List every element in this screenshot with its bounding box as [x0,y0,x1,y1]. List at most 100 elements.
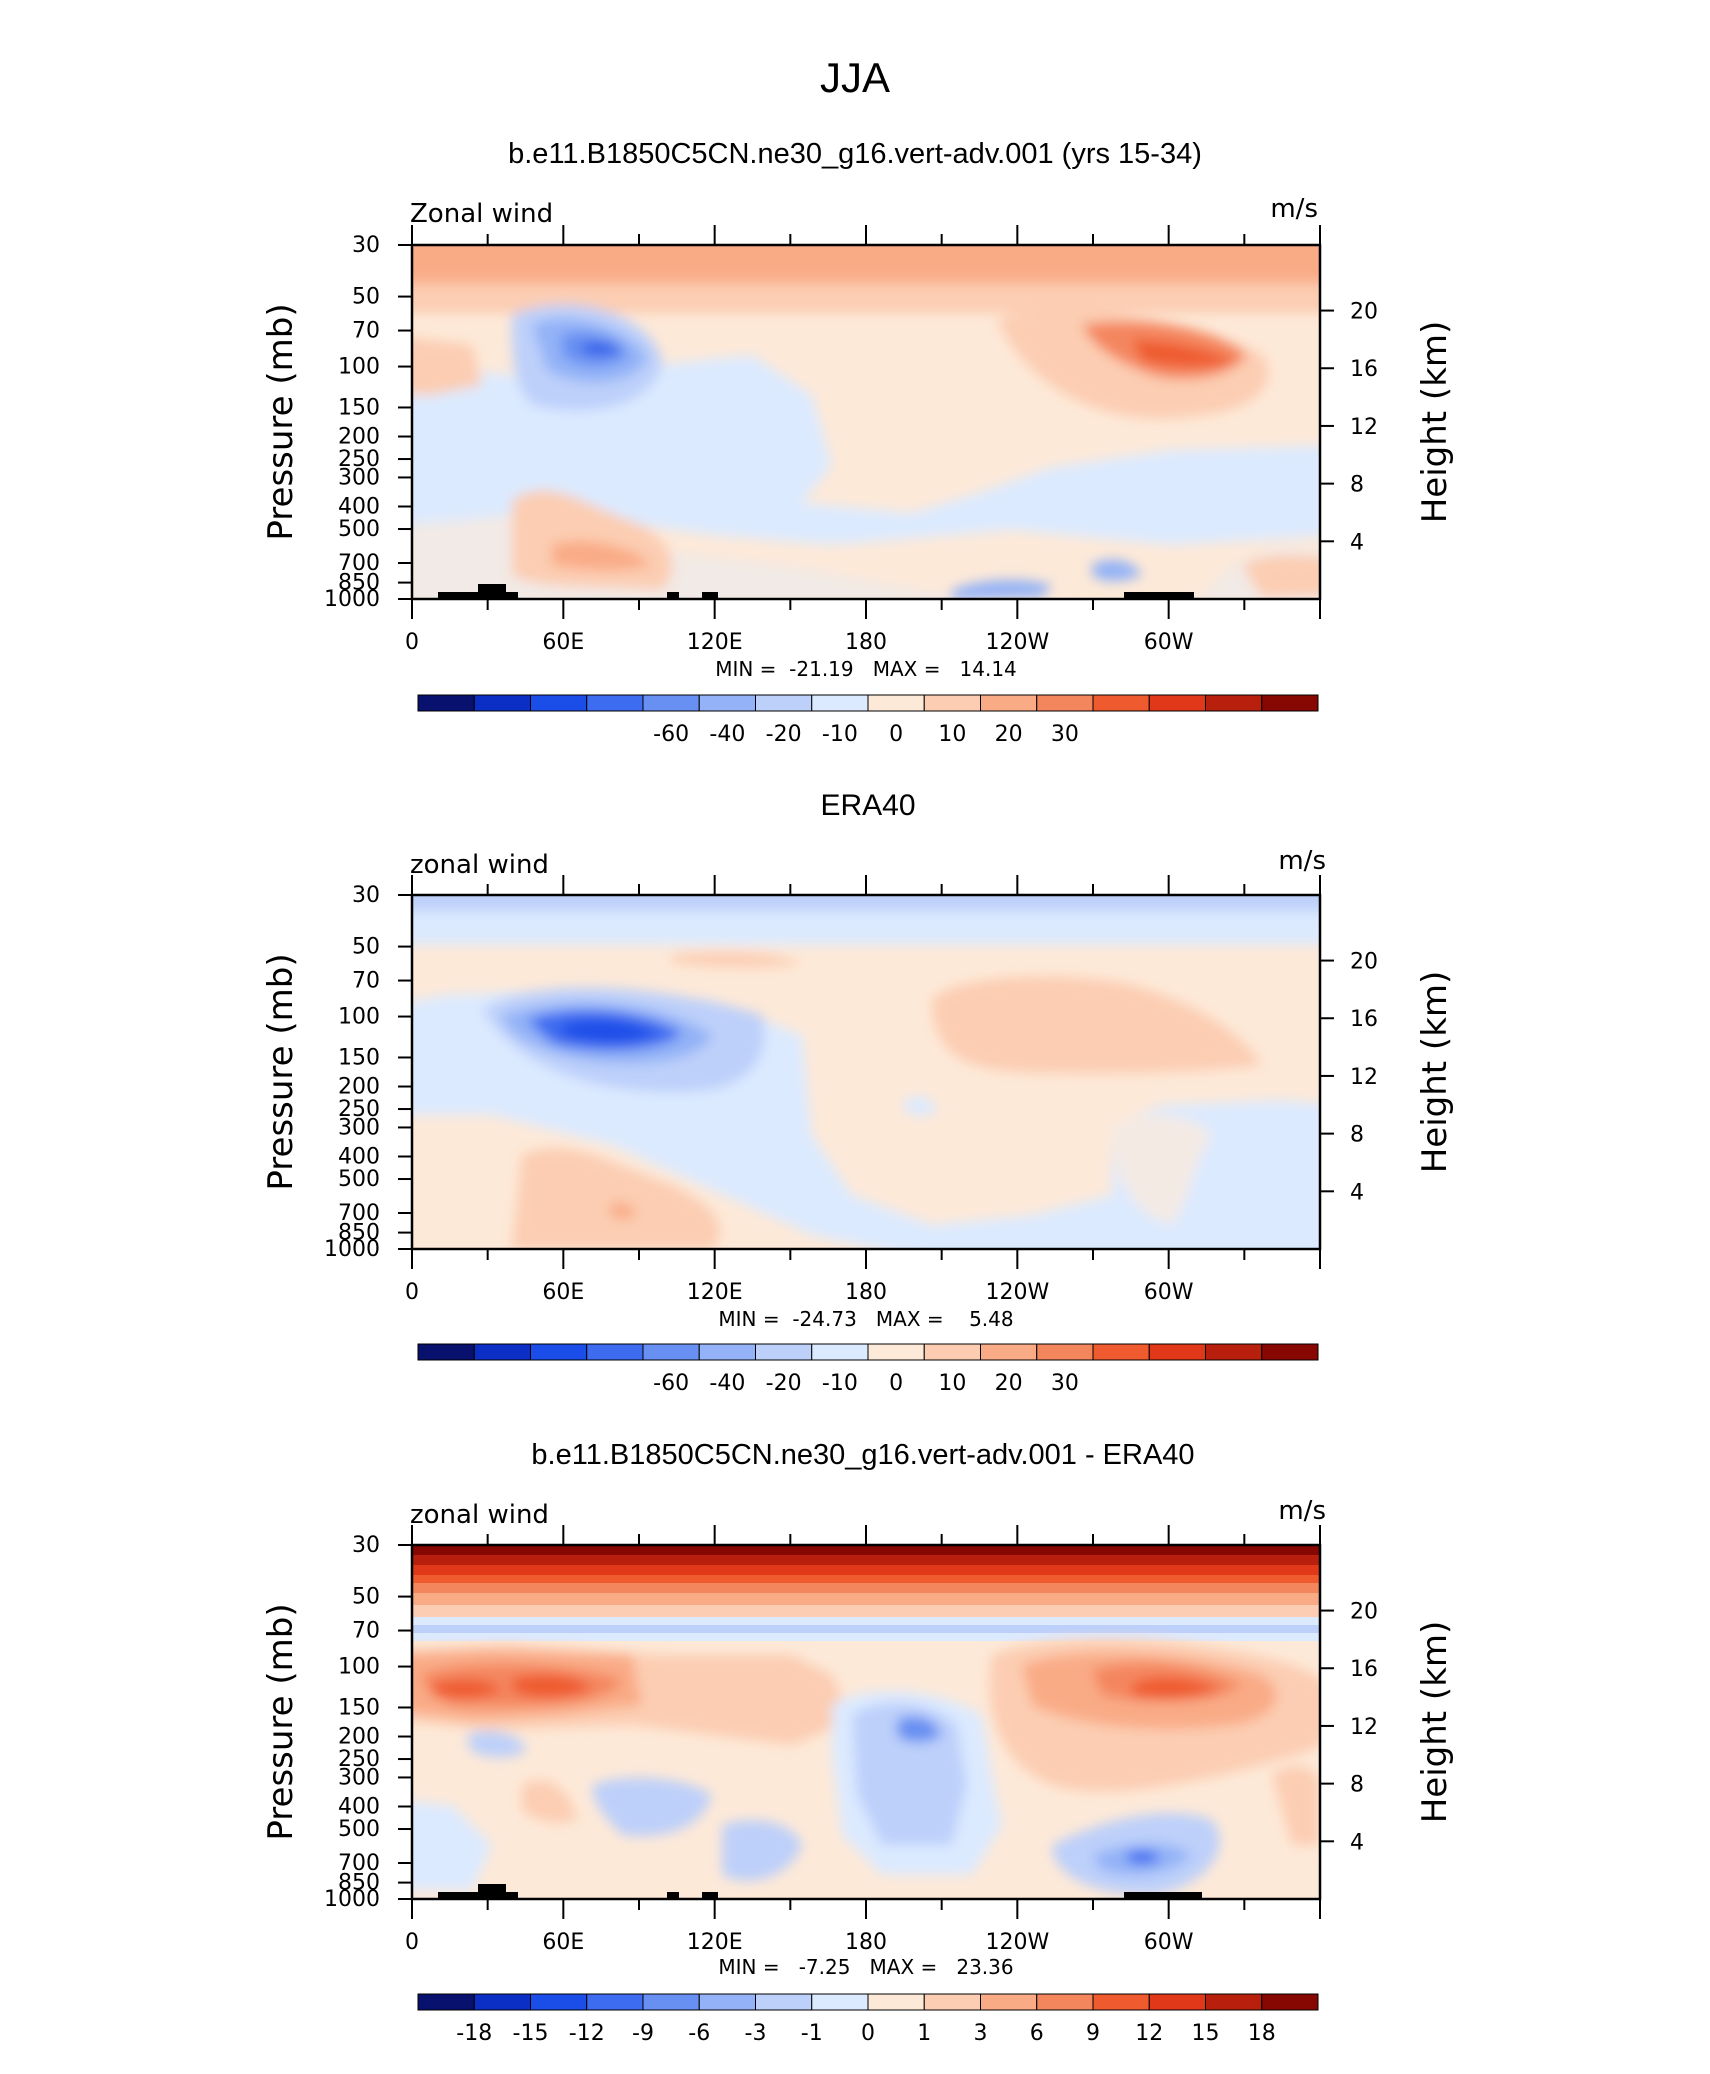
y-tick-label: 250 [338,1097,380,1122]
units-label: m/s [1278,846,1326,876]
height-axis: 20 16 12 8 4 [1320,300,1378,555]
colorbar-swatch [1148,1993,1206,2011]
colorbar: -18 -15 -12 -9 -6 -3 -1 0 1 3 6 9 12 15 18 [417,1993,1319,2046]
x-tick-label: 120W [985,630,1049,655]
colorbar-swatch [980,694,1038,712]
colorbar-label: -60 [653,1371,689,1396]
y-tick-label: 200 [338,1075,380,1100]
contour-field [412,895,1320,1249]
x-tick-label: 60W [1144,1280,1194,1305]
colorbar-swatch [642,1993,700,2011]
plot-area: 0 60E 120E 180 120W 60W 30 50 70 100 150 200250300… [324,1525,1378,1955]
y-tick-label: 70 [352,319,380,344]
colorbar-swatch [1261,1993,1319,2011]
height-tick-label: 8 [1350,473,1364,498]
topography [438,1884,1202,1899]
height-tick-label: 20 [1350,1600,1378,1625]
colorbar-swatch [698,1993,756,2011]
height-tick-label: 4 [1350,530,1364,555]
height-axis: 20 16 12 8 4 [1320,950,1378,1205]
x-tick-label: 0 [405,1930,419,1955]
y-tick-label: 300 [338,1115,380,1140]
units-label: m/s [1270,194,1318,224]
colorbar: -60 -40 -20 -10 0 10 20 30 [417,1343,1319,1396]
y-tick-label: 700 [338,551,380,576]
y-tick-label: 400 [338,494,380,519]
colorbar-label: 18 [1248,2021,1276,2046]
right-axis-title: Height (km) [1415,1621,1455,1824]
colorbar-swatch [642,694,700,712]
y-tick-label: 400 [338,1144,380,1169]
panel-difference: b.e11.B1850C5CN.ne30_g16.vert-adv.001 - … [261,1439,1455,2046]
y-tick-label: 250 [338,1747,380,1772]
colorbar-label: -1 [801,2021,823,2046]
colorbar-swatch [1092,694,1150,712]
y-tick-label: 30 [352,883,380,908]
colorbar-swatch [923,1343,981,1361]
x-tick-label: 120E [687,630,743,655]
height-tick-label: 4 [1350,1830,1364,1855]
colorbar-label: 10 [938,722,966,747]
colorbar-swatch [1205,1993,1263,2011]
colorbar-label: 0 [861,2021,875,2046]
colorbar-label: 0 [889,1371,903,1396]
colorbar-label: 30 [1051,1371,1079,1396]
colorbar-label: 6 [1030,2021,1044,2046]
colorbar-swatch [417,694,475,712]
x-tick-label: 60W [1144,1930,1194,1955]
colorbar-swatch [417,1993,475,2011]
colorbar-label: -10 [822,1371,858,1396]
colorbar-label: 20 [995,1371,1023,1396]
y-tick-label: 70 [352,1619,380,1644]
colorbar-swatch [1036,1343,1094,1361]
plot-area: 0 60E 120E 180 120W 60W 30 50 70 100 150 200250300… [324,875,1378,1305]
panel-observation: ERA40 zonal wind m/s [261,789,1455,1396]
y-tick-label: 500 [338,1167,380,1192]
colorbar-label: -18 [456,2021,492,2046]
colorbar-swatch [923,1993,981,2011]
x-tick-label: 180 [845,1280,887,1305]
colorbar-label: -9 [632,2021,654,2046]
colorbar-label: -20 [766,722,802,747]
colorbar-swatch [811,1993,869,2011]
x-tick-label: 0 [405,1280,419,1305]
x-axis: 0 60E 120E 180 120W 60W [405,875,1321,1305]
panel-title: b.e11.B1850C5CN.ne30_g16.vert-adv.001 - … [531,1439,1194,1471]
colorbar-swatch [980,1993,1038,2011]
colorbar-swatch [530,1343,588,1361]
min-max-label: MIN = -21.19 MAX = 14.14 [715,657,1017,681]
colorbar-label: -15 [513,2021,549,2046]
colorbar-swatch [923,694,981,712]
colorbar-label: 3 [974,2021,988,2046]
y-tick-label: 100 [338,1005,380,1030]
colorbar-swatch [530,694,588,712]
height-tick-label: 8 [1350,1773,1364,1798]
x-tick-label: 120E [687,1280,743,1305]
y-tick-label: 700 [338,1851,380,1876]
x-tick-label: 60W [1144,630,1194,655]
y-tick-label: 200 [338,425,380,450]
x-tick-label: 120W [985,1280,1049,1305]
y-tick-label: 850 [338,1221,380,1246]
y-tick-label: 300 [338,465,380,490]
colorbar-label: -60 [653,722,689,747]
colorbar-swatch [586,694,644,712]
y-tick-label: 30 [352,1533,380,1558]
field-label: zonal wind [410,850,549,880]
colorbar-swatch [586,1343,644,1361]
height-tick-label: 8 [1350,1123,1364,1148]
x-tick-label: 60E [542,630,584,655]
colorbar-swatch [473,1993,531,2011]
y-axis-title: Pressure (mb) [261,1603,301,1840]
x-tick-label: 0 [405,630,419,655]
min-max-label: MIN = -24.73 MAX = 5.48 [718,1307,1013,1331]
colorbar-label: 30 [1051,722,1079,747]
colorbar-swatch [417,1343,475,1361]
colorbar-label: -40 [709,1371,745,1396]
colorbar-swatch [1205,694,1263,712]
colorbar: -60 -40 -20 -10 0 10 20 30 [417,694,1319,747]
x-tick-label: 180 [845,1930,887,1955]
topography [438,584,1194,599]
colorbar-swatch [698,694,756,712]
